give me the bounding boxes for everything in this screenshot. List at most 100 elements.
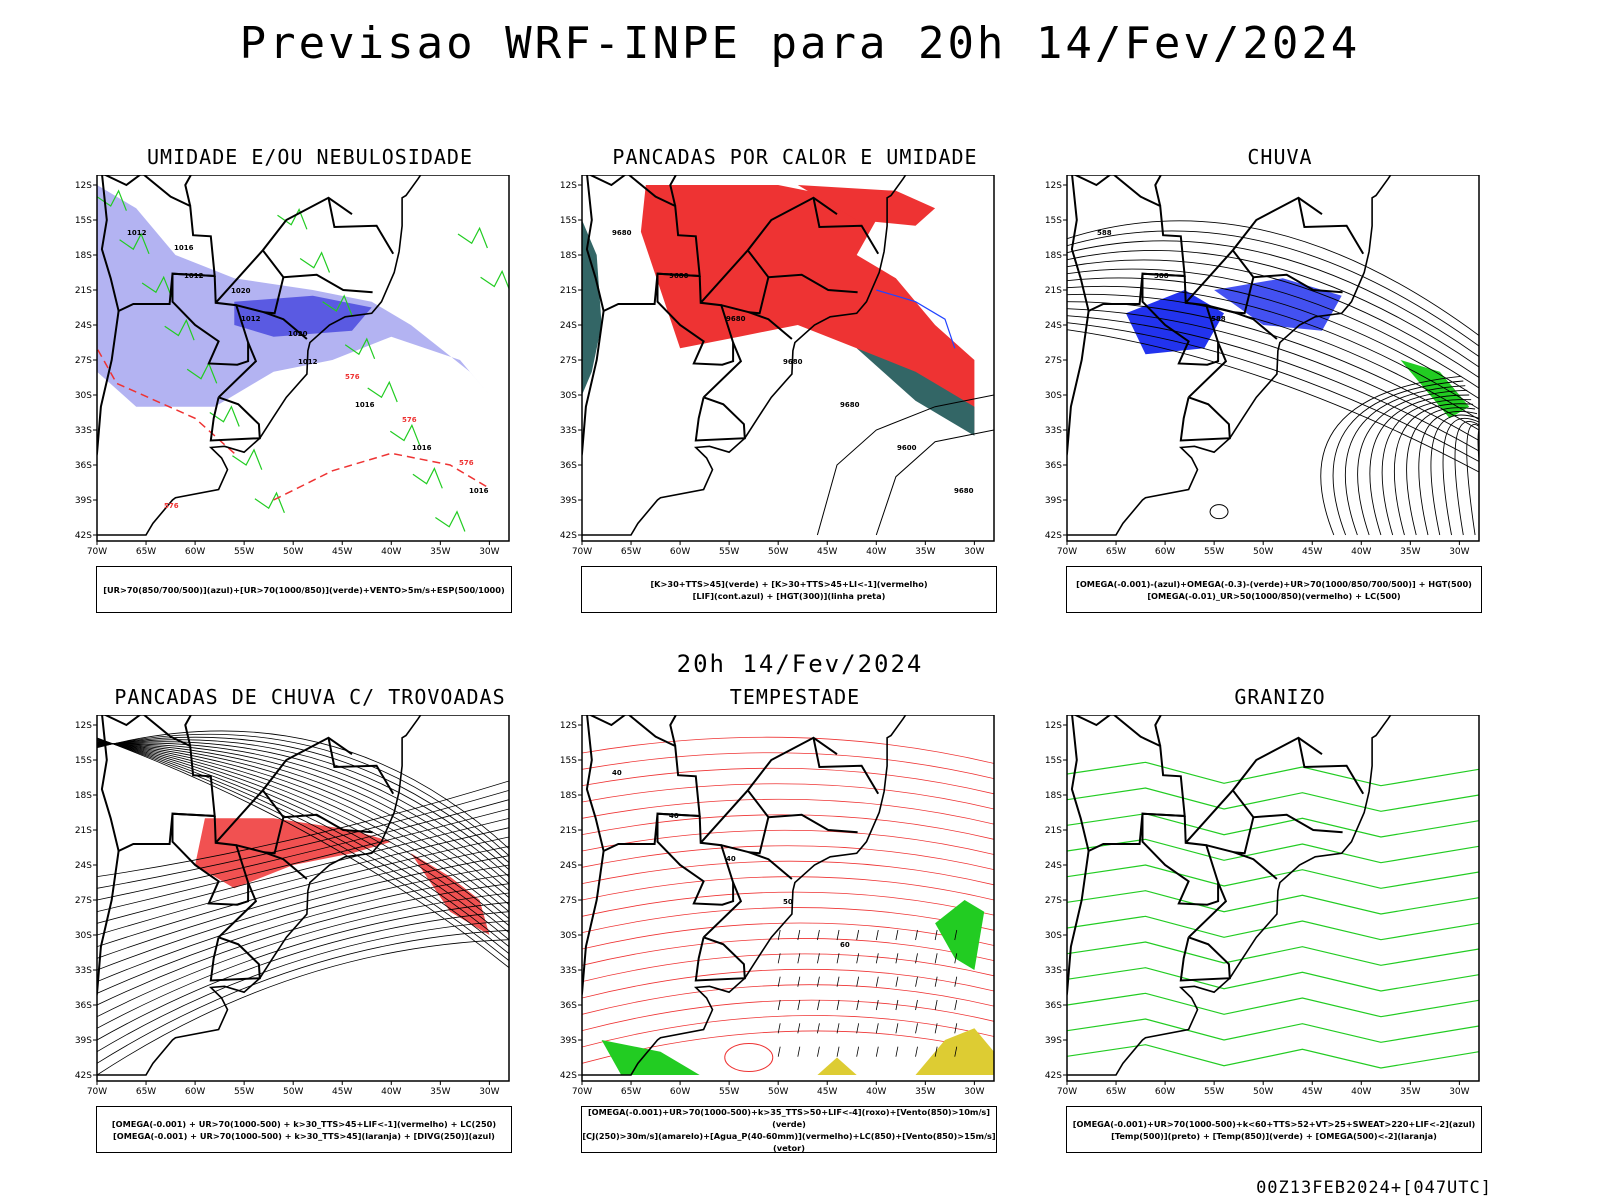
lat-tick-label: 24S xyxy=(75,321,92,331)
lat-tick-label: 18S xyxy=(560,791,577,801)
lon-tick-label: 45W xyxy=(1302,1087,1322,1097)
contour-label: 1012 xyxy=(241,315,261,323)
lon-tick-label: 45W xyxy=(332,547,352,557)
lon-tick-label: 60W xyxy=(185,547,205,557)
lon-tick-label: 65W xyxy=(1106,1087,1126,1097)
contour-label: 1020 xyxy=(231,287,251,295)
lat-tick-label: 36S xyxy=(1045,461,1062,471)
panel-trovoadas: PANCADAS DE CHUVA C/ TROVOADAS 12S 15S 18S… xyxy=(75,685,545,1165)
contour-label: 9680 xyxy=(612,229,632,237)
page-title: Previsao WRF-INPE para 20h 14/Fev/2024 xyxy=(239,18,1361,69)
panel-title: CHUVA xyxy=(1247,145,1313,169)
lat-tick-label: 18S xyxy=(560,251,577,261)
lat-tick-label: 33S xyxy=(1045,426,1062,436)
lon-tick-label: 50W xyxy=(768,547,788,557)
lat-tick-label: 18S xyxy=(1045,251,1062,261)
lon-tick-label: 40W xyxy=(381,1087,401,1097)
lat-tick-label: 15S xyxy=(1045,756,1062,766)
lon-tick-label: 35W xyxy=(430,1087,450,1097)
contour-label: 40 xyxy=(612,769,622,777)
contour-label: 40 xyxy=(726,855,736,863)
lat-tick-label: 27S xyxy=(1045,356,1062,366)
lat-tick-label: 39S xyxy=(560,1036,577,1046)
lon-tick-label: 55W xyxy=(719,547,739,557)
lat-tick-label: 30S xyxy=(1045,391,1062,401)
lon-tick-label: 45W xyxy=(332,1087,352,1097)
lon-tick-label: 50W xyxy=(283,1087,303,1097)
lon-tick-label: 30W xyxy=(1449,1087,1469,1097)
legend-line: [OMEGA(-0.01)_UR>50(1000/850)(vermelho) … xyxy=(1147,590,1401,601)
contour-label: 9680 xyxy=(783,358,803,366)
lat-tick-label: 36S xyxy=(560,1001,577,1011)
legend-line: [K>30+TTS>45](verde) + [K>30+TTS>45+LI<-… xyxy=(650,578,928,589)
lat-tick-label: 33S xyxy=(560,966,577,976)
lon-tick-label: 30W xyxy=(1449,547,1469,557)
contour-label: 9680 xyxy=(954,487,974,495)
lat-tick-label: 36S xyxy=(75,461,92,471)
lat-tick-label: 12S xyxy=(1045,721,1062,731)
panel-title: GRANIZO xyxy=(1234,685,1326,709)
lat-tick-label: 12S xyxy=(75,721,92,731)
panel-title: PANCADAS DE CHUVA C/ TROVOADAS xyxy=(114,685,506,709)
lat-tick-label: 33S xyxy=(560,426,577,436)
lat-tick-label: 42S xyxy=(1045,531,1062,541)
lat-tick-label: 24S xyxy=(75,861,92,871)
lat-tick-label: 39S xyxy=(1045,496,1062,506)
contour-label: 60 xyxy=(840,941,850,949)
lat-tick-label: 39S xyxy=(75,496,92,506)
panel-pancadas-calor: PANCADAS POR CALOR E UMIDADE 9680 9680 968… xyxy=(560,145,1030,625)
contour-label: 50 xyxy=(783,898,793,906)
legend-line: [LIF](cont.azul) + [HGT(300)](linha pret… xyxy=(692,590,886,601)
lon-tick-label: 45W xyxy=(817,547,837,557)
lon-tick-label: 70W xyxy=(87,1087,107,1097)
lon-tick-label: 50W xyxy=(1253,1087,1273,1097)
forecast-map: 12S 15S 18S 21S 24S 27S 30S 33S 36S 39S 42S 70W 65W 6… xyxy=(1045,715,1480,1097)
lat-tick-label: 15S xyxy=(560,756,577,766)
lat-tick-label: 18S xyxy=(1045,791,1062,801)
lat-tick-label: 36S xyxy=(75,1001,92,1011)
contour-label: 588 xyxy=(1097,229,1112,237)
legend-line: [OMEGA(-0.001) + UR>70(1000-500) + k>30_… xyxy=(113,1130,495,1141)
lat-tick-label: 24S xyxy=(1045,321,1062,331)
panel-tempestade: TEMPESTADE 40 40 40 50 60 12S 15S 18S 21S 24S 27S 3… xyxy=(560,685,1030,1165)
lat-tick-label: 36S xyxy=(1045,1001,1062,1011)
lon-tick-label: 65W xyxy=(136,547,156,557)
lat-tick-label: 30S xyxy=(560,391,577,401)
panel-legend: [OMEGA(-0.001) + UR>70(1000-500) + k>30_… xyxy=(96,1106,512,1153)
lon-tick-label: 60W xyxy=(1155,1087,1175,1097)
lat-tick-label: 39S xyxy=(1045,1036,1062,1046)
lon-tick-label: 35W xyxy=(915,1087,935,1097)
lon-tick-label: 35W xyxy=(430,547,450,557)
contour-label: 9680 xyxy=(726,315,746,323)
lon-tick-label: 55W xyxy=(234,547,254,557)
contour-label: 9600 xyxy=(897,444,917,452)
lon-tick-label: 30W xyxy=(964,547,984,557)
lat-tick-label: 42S xyxy=(560,1071,577,1081)
lat-tick-label: 27S xyxy=(75,356,92,366)
lon-tick-label: 50W xyxy=(283,547,303,557)
contour-label: 588 xyxy=(1154,272,1169,280)
lon-tick-label: 40W xyxy=(381,547,401,557)
legend-line: [OMEGA(-0.001)-(azul)+OMEGA(-0.3)-(verde… xyxy=(1076,578,1472,589)
contour-label: 576 xyxy=(402,416,417,424)
legend-line: [OMEGA(-0.001) + UR>70(1000-500) + k>30_… xyxy=(111,1118,497,1129)
lon-tick-label: 70W xyxy=(1057,1087,1077,1097)
legend-line: [OMEGA(-0.001)+UR>70(1000-500)+k>35_TTS>… xyxy=(587,1106,991,1129)
forecast-map: 12S 15S 18S 21S 24S 27S 30S 33S 36S 39S 42S 70W 65W 6… xyxy=(75,715,510,1097)
lat-tick-label: 36S xyxy=(560,461,577,471)
panel-title: PANCADAS POR CALOR E UMIDADE xyxy=(612,145,978,169)
contour-label: 1020 xyxy=(288,330,308,338)
lon-tick-label: 40W xyxy=(866,547,886,557)
contour-label: 1012 xyxy=(298,358,318,366)
lat-tick-label: 33S xyxy=(75,966,92,976)
lon-tick-label: 70W xyxy=(572,547,592,557)
lat-tick-label: 39S xyxy=(75,1036,92,1046)
lon-tick-label: 35W xyxy=(1400,547,1420,557)
panel-legend: [OMEGA(-0.001)+UR>70(1000-500)+k>35_TTS>… xyxy=(581,1106,997,1153)
lat-tick-label: 15S xyxy=(560,216,577,226)
lat-tick-label: 27S xyxy=(560,356,577,366)
contour-label: 9680 xyxy=(669,272,689,280)
lon-tick-label: 55W xyxy=(234,1087,254,1097)
lon-tick-label: 35W xyxy=(915,547,935,557)
lat-tick-label: 21S xyxy=(560,826,577,836)
